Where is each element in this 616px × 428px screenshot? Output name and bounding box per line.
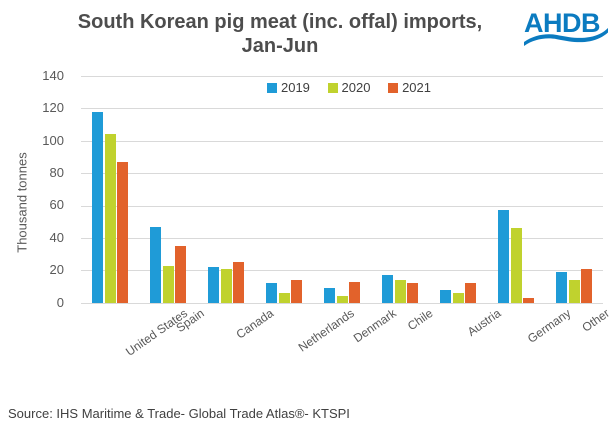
svg-text:AHDB: AHDB — [524, 8, 600, 38]
